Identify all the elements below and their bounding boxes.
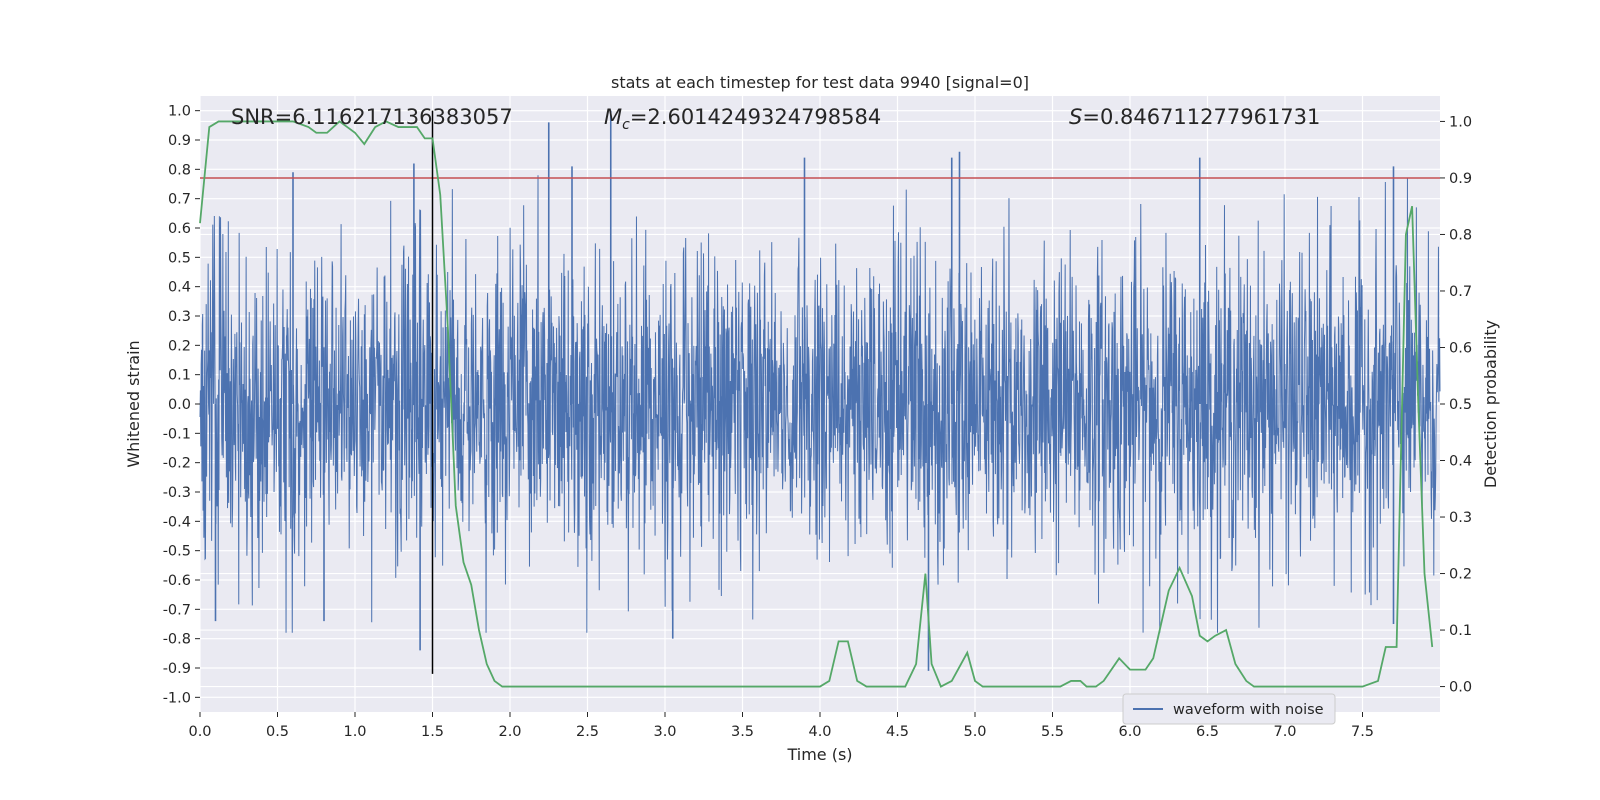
y-right-tick-label: 0.4 xyxy=(1449,454,1472,470)
y-left-tick-label: 0.1 xyxy=(168,368,191,384)
x-tick-label: 2.0 xyxy=(498,724,521,740)
y-left-tick-label: 0.4 xyxy=(168,280,191,296)
s-annotation: S=0.846711277961731 xyxy=(1069,105,1320,129)
y-left-tick-label: 0.0 xyxy=(168,397,191,413)
y-left-tick-label: -0.3 xyxy=(163,485,191,501)
y-left-tick-label: 1.0 xyxy=(168,104,191,120)
waveform-noise-path xyxy=(199,175,1441,633)
x-tick-label: 0.5 xyxy=(266,724,289,740)
x-tick-label: 1.0 xyxy=(343,724,366,740)
x-tick-label: 2.5 xyxy=(576,724,599,740)
x-tick-label: 5.5 xyxy=(1041,724,1064,740)
y-left-tick-label: -0.9 xyxy=(163,661,191,677)
y-left-tick-label: -0.8 xyxy=(163,632,191,648)
y-right-tick-label: 0.2 xyxy=(1449,567,1472,583)
y-right-tick-label: 0.9 xyxy=(1449,171,1472,187)
x-tick-label: 3.0 xyxy=(653,724,676,740)
x-tick-label: 3.5 xyxy=(731,724,754,740)
y-axis-label-right: Detection probability xyxy=(1481,320,1500,488)
y-left-tick-label: 0.9 xyxy=(168,133,191,149)
y-left-tick-label: -0.1 xyxy=(163,426,191,442)
x-tick-label: 0.0 xyxy=(188,724,211,740)
chirp-mass-subscript: c xyxy=(622,117,630,133)
x-tick-label: 6.5 xyxy=(1196,724,1219,740)
y-right-tick-label: 0.6 xyxy=(1449,340,1472,356)
chart-title: stats at each timestep for test data 994… xyxy=(611,73,1029,92)
y-left-tick-label: -0.2 xyxy=(163,456,191,472)
chirp-mass-value: =2.6014249324798584 xyxy=(630,105,881,129)
legend: waveform with noise xyxy=(1122,693,1336,725)
ticks: 0.0 0.5 1.0 1.5 2.0 2.5 3.0 3.5 4.0 4.5 5.0 5.5 6.0 6… xyxy=(163,104,1472,740)
legend-box xyxy=(1122,693,1336,725)
s-value: =0.846711277961731 xyxy=(1082,105,1320,129)
chirp-mass-symbol: M xyxy=(604,105,622,129)
y-right-tick-label: 0.8 xyxy=(1449,227,1472,243)
snr-annotation: SNR=6.116217136383057 xyxy=(231,105,513,129)
y-left-tick-label: 0.3 xyxy=(168,309,191,325)
y-right-tick-label: 0.0 xyxy=(1449,680,1472,696)
x-tick-label: 6.0 xyxy=(1118,724,1141,740)
y-left-tick-label: -0.5 xyxy=(163,544,191,560)
y-left-tick-label: -0.6 xyxy=(163,573,191,589)
y-left-tick-label: 0.8 xyxy=(168,162,191,178)
s-symbol: S xyxy=(1069,105,1082,129)
y-left-tick-label: 0.5 xyxy=(168,250,191,266)
y-left-tick-label: -1.0 xyxy=(163,690,191,706)
y-right-tick-label: 0.1 xyxy=(1449,623,1472,639)
y-axis-label-left: Whitened strain xyxy=(124,340,143,467)
y-left-tick-label: 0.7 xyxy=(168,192,191,208)
x-axis-label: Time (s) xyxy=(786,745,852,764)
y-left-tick-label: 0.2 xyxy=(168,338,191,354)
y-right-tick-label: 0.5 xyxy=(1449,397,1472,413)
x-tick-label: 4.5 xyxy=(886,724,909,740)
x-tick-label: 4.0 xyxy=(808,724,831,740)
detection-probability-line xyxy=(199,120,1434,688)
y-right-tick-label: 1.0 xyxy=(1449,114,1472,130)
y-left-tick-label: -0.4 xyxy=(163,514,191,530)
y-left-tick-label: 0.6 xyxy=(168,221,191,237)
y-right-tick-label: 0.3 xyxy=(1449,510,1472,526)
chirp-mass-annotation: Mc=2.6014249324798584 xyxy=(604,105,881,133)
probability-series xyxy=(199,110,1440,688)
x-tick-label: 5.0 xyxy=(963,724,986,740)
y-left-tick-label: -0.7 xyxy=(163,602,191,618)
y-right-tick-label: 0.7 xyxy=(1449,284,1472,300)
x-tick-label: 7.5 xyxy=(1351,724,1374,740)
x-tick-label: 1.5 xyxy=(421,724,444,740)
legend-label-waveform: waveform with noise xyxy=(1173,702,1324,718)
x-tick-label: 7.0 xyxy=(1273,724,1296,740)
